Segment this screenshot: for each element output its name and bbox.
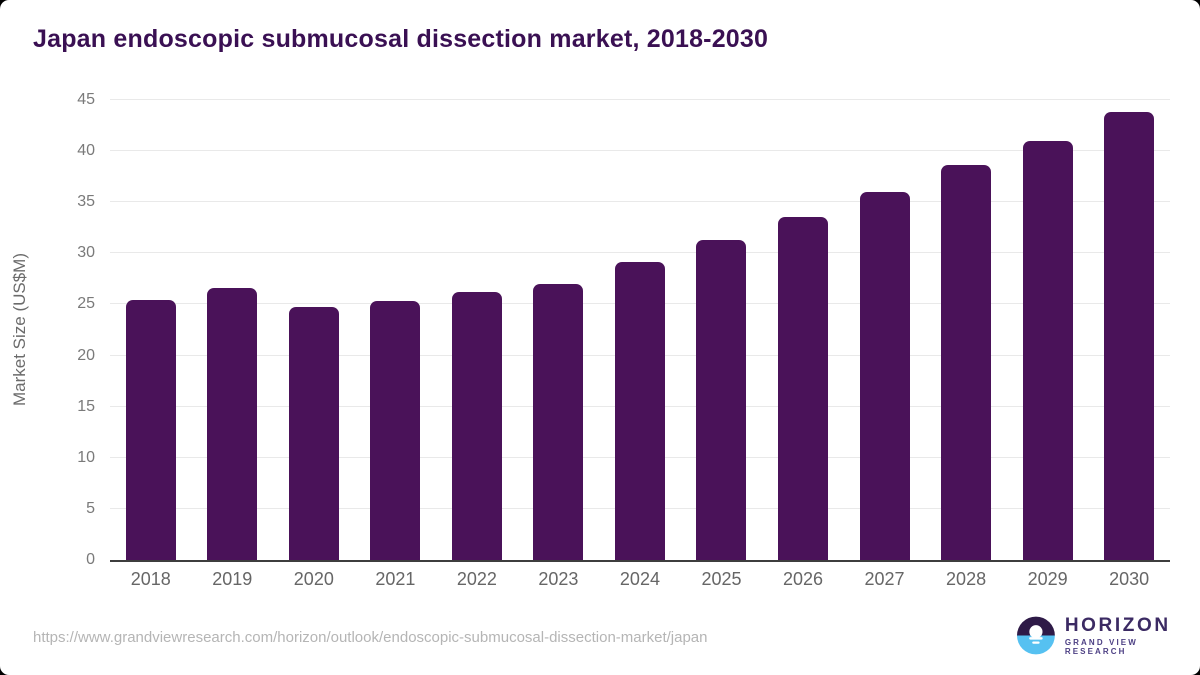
chart-title: Japan endoscopic submucosal dissection m… [33,25,769,53]
bar-cell-2019 [192,288,274,560]
logo-name: HORIZON [1064,614,1171,636]
bar-2026 [778,216,829,560]
y-axis-title: Market Size (US$M) [10,100,30,560]
x-axis-line [110,560,1170,562]
bar-cell-2018 [110,300,192,560]
bar-2021 [370,301,421,560]
bar-2020 [288,306,339,560]
bar-2022 [451,292,502,560]
bar-cell-2021 [355,301,437,560]
bar-2023 [533,284,584,560]
bar-2027 [859,192,910,560]
y-tick-label-45: 45 [77,91,95,108]
x-tick-label-2021: 2021 [375,569,416,589]
bar-cell-2022 [436,292,518,560]
y-tick-label-35: 35 [77,193,95,211]
bar-cell-2028 [925,165,1007,560]
bar-cell-2030 [1088,112,1170,560]
bar-2029 [1022,140,1073,560]
gridline-y45 [110,99,1170,100]
y-tick-label-0: 0 [86,551,95,568]
x-tick-label-2020: 2020 [293,569,334,589]
bar-2018 [125,300,176,560]
bar-2025 [696,240,747,560]
bar-cell-2024 [599,261,681,560]
x-tick-label-2027: 2027 [864,569,905,589]
y-tick-label-5: 5 [86,499,95,517]
bar-cell-2026 [762,216,844,560]
bar-2024 [614,261,665,560]
horizon-logo-text: HORIZON GRAND VIEW RESEARCH [1064,614,1200,656]
y-tick-label-30: 30 [77,244,95,262]
bar-cell-2020 [273,306,355,560]
logo-tagline: GRAND VIEW RESEARCH [1064,637,1138,656]
bar-2028 [941,165,992,560]
gridline-y30 [110,252,1170,254]
bar-2030 [1104,112,1155,560]
bar-cell-2029 [1007,140,1089,560]
y-tick-label-10: 10 [77,448,95,466]
x-tick-label-2025: 2025 [701,569,742,589]
horizon-logo-icon [1016,616,1055,655]
gridline-y40 [110,150,1170,152]
plot-area: 0 5 10 15 20 25 30 35 40 45 [77,91,1170,568]
x-tick-label-2026: 2026 [782,569,824,589]
x-tick-label-2022: 2022 [456,569,497,589]
bar-series [110,100,1170,560]
horizon-logo: HORIZON GRAND VIEW RESEARCH [1016,615,1200,656]
y-tick-label-20: 20 [77,346,95,364]
y-axis-title-label: Market Size (US$M) [10,253,29,407]
x-tick-label-2028: 2028 [946,569,987,589]
y-tick-label-15: 15 [77,397,95,415]
x-tick-label-2018: 2018 [130,569,171,589]
source-url: https://www.grandviewresearch.com/horizo… [33,629,708,646]
y-tick-label-40: 40 [77,142,95,160]
bar-cell-2023 [518,284,600,560]
x-tick-label-2019: 2019 [212,569,253,589]
x-axis-labels: 2018 2019 2020 2021 2022 2023 2024 2025 2026 2027… [110,569,1170,590]
x-tick-label-2024: 2024 [619,569,660,589]
x-tick-label-2029: 2029 [1027,569,1068,589]
bar-cell-2025 [681,240,763,560]
y-tick-label-25: 25 [77,295,95,313]
bar-2019 [207,288,258,560]
x-tick-label-2030: 2030 [1109,569,1150,589]
x-tick-label-2023: 2023 [538,569,579,589]
gridline-y35 [110,201,1170,203]
bar-cell-2027 [844,192,926,560]
